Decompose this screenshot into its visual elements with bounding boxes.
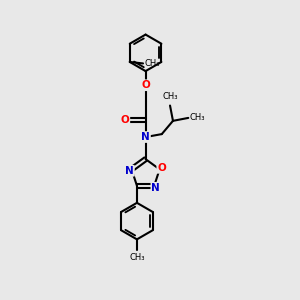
Text: N: N	[151, 183, 160, 193]
Text: CH₃: CH₃	[129, 253, 145, 262]
Text: O: O	[157, 163, 166, 173]
Text: CH₃: CH₃	[190, 113, 205, 122]
Text: O: O	[121, 115, 129, 125]
Text: O: O	[141, 80, 150, 90]
Text: CH₃: CH₃	[162, 92, 178, 101]
Text: N: N	[141, 132, 150, 142]
Text: CH₃: CH₃	[145, 59, 160, 68]
Text: N: N	[125, 166, 134, 176]
